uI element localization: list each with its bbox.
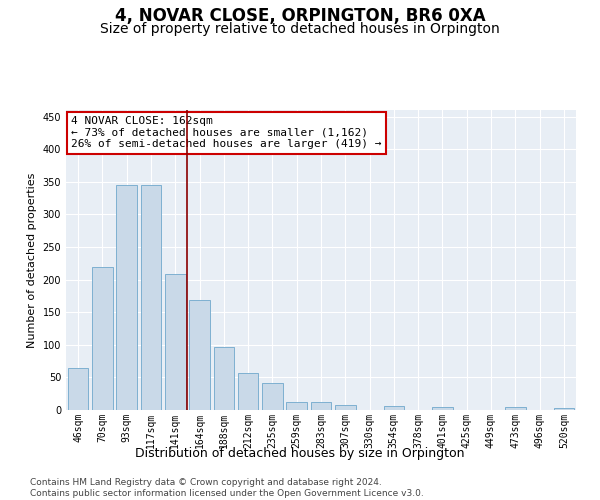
- Bar: [554, 408, 574, 410]
- Bar: [116, 185, 137, 410]
- Bar: [165, 274, 185, 410]
- Bar: [335, 406, 356, 410]
- Bar: [505, 406, 526, 410]
- Text: 4 NOVAR CLOSE: 162sqm
← 73% of detached houses are smaller (1,162)
26% of semi-d: 4 NOVAR CLOSE: 162sqm ← 73% of detached …: [71, 116, 382, 149]
- Bar: [432, 406, 453, 410]
- Y-axis label: Number of detached properties: Number of detached properties: [27, 172, 37, 348]
- Text: Size of property relative to detached houses in Orpington: Size of property relative to detached ho…: [100, 22, 500, 36]
- Bar: [92, 266, 113, 410]
- Bar: [286, 402, 307, 410]
- Bar: [68, 368, 88, 410]
- Bar: [311, 402, 331, 410]
- Text: Contains HM Land Registry data © Crown copyright and database right 2024.
Contai: Contains HM Land Registry data © Crown c…: [30, 478, 424, 498]
- Bar: [238, 374, 259, 410]
- Bar: [214, 346, 234, 410]
- Bar: [189, 300, 210, 410]
- Text: Distribution of detached houses by size in Orpington: Distribution of detached houses by size …: [135, 448, 465, 460]
- Bar: [383, 406, 404, 410]
- Bar: [262, 382, 283, 410]
- Bar: [140, 185, 161, 410]
- Text: 4, NOVAR CLOSE, ORPINGTON, BR6 0XA: 4, NOVAR CLOSE, ORPINGTON, BR6 0XA: [115, 8, 485, 26]
